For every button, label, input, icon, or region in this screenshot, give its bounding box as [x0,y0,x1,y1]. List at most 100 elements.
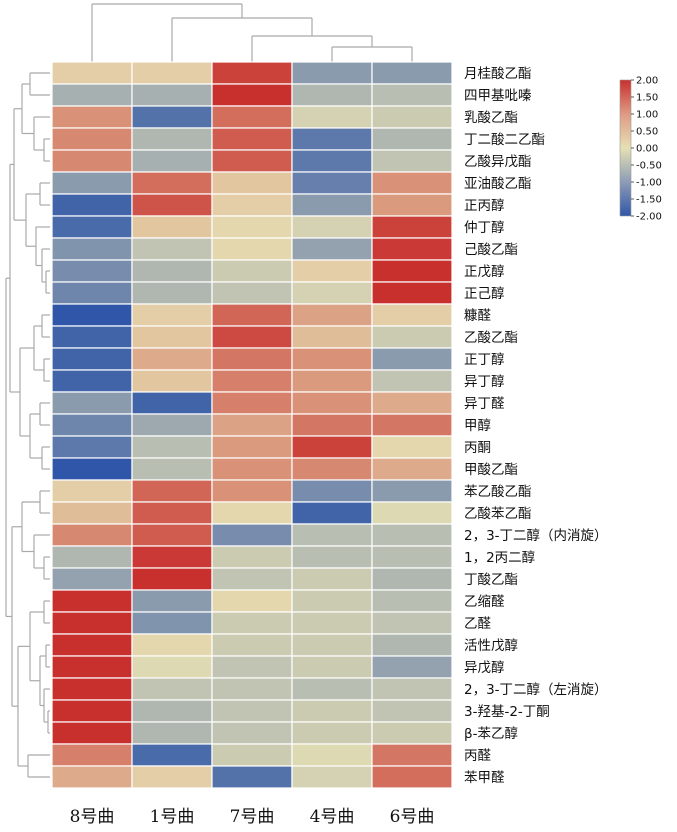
heatmap-cell [371,61,453,85]
row-label: 糠醛 [464,307,491,324]
column-label: 6号曲 [390,807,435,827]
heatmap-cell [51,435,133,459]
heatmap-cell [291,611,373,635]
heatmap-cell [131,369,213,393]
heatmap-cell [131,391,213,415]
heatmap-cell [51,413,133,437]
heatmap-cell [51,721,133,745]
heatmap-cell [291,83,373,107]
heatmap-cell [51,743,133,767]
heatmap-cell [211,611,293,635]
row-label: 正丁醇 [464,351,505,368]
heatmap-cell [291,721,373,745]
heatmap-cell [291,237,373,261]
heatmap-cell [291,149,373,173]
heatmap-cell [51,545,133,569]
heatmap-cell [131,501,213,525]
heatmap-cell [131,523,213,547]
heatmap-cell [211,479,293,503]
heatmap-cell [211,655,293,679]
heatmap-cell [51,325,133,349]
heatmap-cell [211,215,293,239]
heatmap-cell [211,457,293,481]
heatmap-cell [131,127,213,151]
heatmap-cell [51,83,133,107]
row-label: 2，3-丁二醇（左消旋） [464,681,608,698]
heatmap-cell [211,83,293,107]
heatmap-cell [211,435,293,459]
heatmap-cell [211,523,293,547]
column-label: 1号曲 [150,807,195,827]
color-legend: 2.00 1.50 1.00 0.50 0.00 -0.50 -1.00 -1.50 -2.00 [619,76,662,223]
heatmap-cell [131,325,213,349]
legend-tick-label: -1.50 [636,195,662,206]
heatmap-cell [131,149,213,173]
heatmap-cell [131,171,213,195]
heatmap-cell [131,83,213,107]
heatmap-cell [131,61,213,85]
heatmap-cell [51,259,133,283]
heatmap-cell [211,633,293,657]
heatmap-cell [131,567,213,591]
heatmap-cell [371,193,453,217]
heatmap-cell [131,589,213,613]
heatmap-cell [51,391,133,415]
heatmap-cell [291,413,373,437]
column-label: 8号曲 [70,807,115,827]
heatmap-cell [51,655,133,679]
color-legend-bar [619,79,632,217]
heatmap-cell [291,171,373,195]
heatmap-cell [291,677,373,701]
heatmap-cell [51,699,133,723]
heatmap-cell [291,325,373,349]
heatmap-cell [131,281,213,305]
heatmap-cell [291,105,373,129]
heatmap-cell [291,193,373,217]
column-label: 4号曲 [310,807,355,827]
row-dendrogram [5,72,50,778]
heatmap-cell [211,765,293,789]
heatmap-cell [51,303,133,327]
heatmap-cell [211,105,293,129]
heatmap-cell [371,743,453,767]
row-label: 乙醛 [464,616,491,632]
heatmap-cell [51,61,133,85]
heatmap-cell [211,259,293,283]
heatmap-cell [371,413,453,437]
heatmap-cell [291,523,373,547]
heatmap-cell [371,523,453,547]
row-label: 活性戊醇 [464,637,518,654]
legend-tick-label: -2.00 [636,212,662,223]
heatmap-cell [211,743,293,767]
heatmap-cell [131,435,213,459]
row-label: 2，3-丁二醇（内消旋） [464,527,608,544]
heatmap-cell [211,391,293,415]
heatmap-cell [131,743,213,767]
row-label: 正丙醇 [464,197,505,214]
heatmap-cell [371,215,453,239]
heatmap-cell [51,765,133,789]
heatmap-cell [211,699,293,723]
heatmap-cell [51,479,133,503]
legend-tick-label: 0.50 [636,127,658,138]
heatmap-cell [51,281,133,305]
heatmap-cell [51,193,133,217]
row-label: 丙醛 [464,748,491,764]
row-label: 苯甲醛 [464,770,505,786]
heatmap-cell [131,479,213,503]
heatmap-cell [371,171,453,195]
heatmap-cell [211,237,293,261]
heatmap-cell [371,149,453,173]
row-label: 乙缩醛 [464,594,505,610]
column-dendrogram [91,3,413,62]
heatmap-cell [131,457,213,481]
heatmap-cell [291,457,373,481]
heatmap-cell [291,369,373,393]
heatmap-cell [371,83,453,107]
row-label: 异戊醇 [464,659,505,676]
heatmap-cell [51,457,133,481]
heatmap-cell [51,171,133,195]
heatmap-cell [291,765,373,789]
heatmap-cell [131,193,213,217]
heatmap-cell [371,765,453,789]
